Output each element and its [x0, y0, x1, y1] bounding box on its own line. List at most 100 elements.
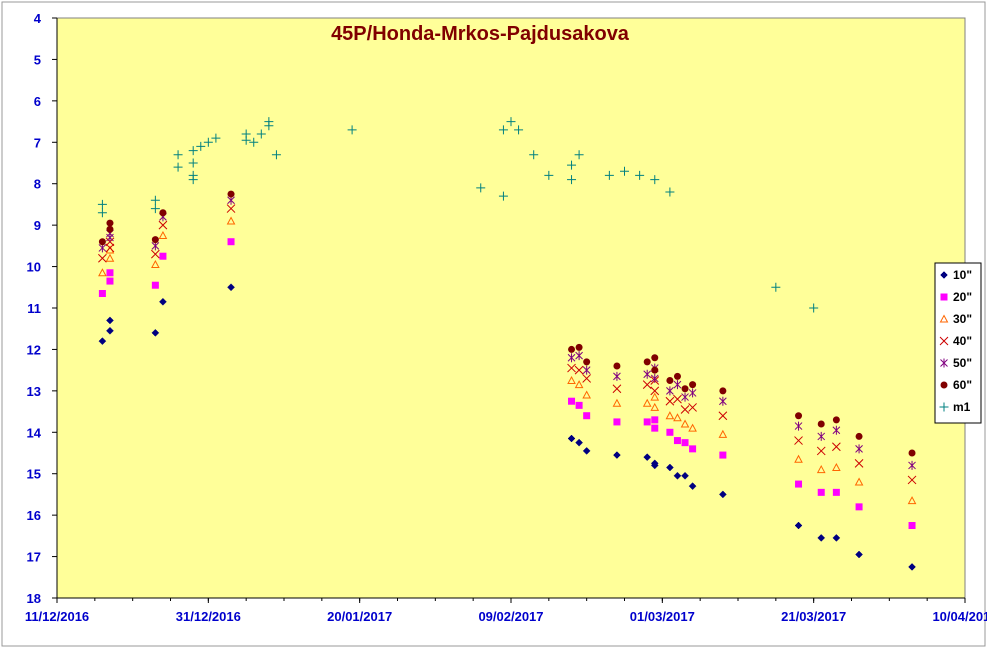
data-point	[832, 534, 841, 542]
data-point	[908, 460, 916, 470]
data-point	[151, 281, 159, 289]
x-axis: 11/12/2016 31/12/2016 20/01/2017 09/02/2017…	[25, 597, 987, 624]
y-tick-label: 9	[34, 218, 41, 233]
data-point	[907, 496, 917, 505]
legend-label: 20"	[953, 290, 972, 304]
data-point	[106, 219, 114, 227]
data-point	[642, 380, 652, 389]
data-point	[816, 446, 826, 456]
y-tick-label: 16	[27, 508, 41, 523]
data-point	[613, 418, 621, 426]
data-point	[227, 238, 235, 246]
data-point	[650, 402, 660, 411]
y-tick-label: 6	[34, 94, 41, 109]
data-point	[643, 358, 651, 366]
data-point	[196, 141, 206, 151]
data-point	[227, 283, 235, 292]
y-axis: 4 5 6 7 8 9 10 11 12 13 14 15 16 17 18	[27, 11, 58, 606]
y-tick-label: 12	[27, 342, 41, 357]
data-point	[151, 259, 160, 268]
data-point	[97, 199, 107, 209]
legend-marker	[940, 381, 948, 389]
data-point	[249, 137, 259, 147]
data-point	[673, 372, 681, 380]
y-tick-label: 4	[34, 11, 42, 26]
legend-label: 60"	[953, 378, 972, 392]
data-point	[681, 439, 689, 447]
data-point	[159, 252, 167, 260]
legend-label: 50"	[953, 356, 972, 370]
data-point	[227, 190, 235, 198]
data-point	[97, 208, 107, 218]
data-point	[719, 387, 727, 395]
data-point	[159, 209, 167, 217]
legend: 10" 20" 30" 40" 50" 60" m1	[934, 262, 982, 424]
data-point	[908, 522, 916, 529]
data-point	[651, 354, 659, 362]
x-tick-label: 01/03/2017	[630, 609, 695, 624]
data-point	[150, 195, 160, 205]
data-point	[673, 437, 681, 445]
data-point	[832, 462, 841, 471]
data-point	[681, 392, 689, 402]
x-tick-label: 11/12/2016	[25, 609, 89, 624]
data-point	[106, 225, 114, 233]
series-1	[98, 238, 916, 529]
chart-title: 45P/Honda-Mrkos-Pajdusakova	[331, 23, 630, 45]
data-point	[574, 380, 584, 389]
legend-item: 50"	[940, 356, 972, 370]
data-point	[809, 303, 819, 313]
data-point	[106, 277, 114, 285]
data-point	[506, 117, 516, 127]
data-marks	[97, 117, 917, 571]
legend-item: 30"	[939, 312, 972, 326]
data-point	[98, 238, 106, 246]
data-point	[613, 371, 621, 381]
data-point	[795, 412, 803, 420]
plot-area	[56, 17, 966, 599]
data-point	[151, 236, 159, 244]
data-point	[854, 459, 864, 468]
series-3	[98, 204, 917, 485]
data-point	[105, 243, 115, 253]
legend-item: 20"	[940, 290, 972, 304]
legend-label: 40"	[953, 334, 972, 348]
data-point	[643, 369, 652, 379]
data-point	[173, 150, 183, 160]
series-6	[97, 117, 819, 313]
data-point	[855, 444, 863, 454]
data-point	[832, 425, 841, 435]
data-point	[635, 170, 645, 180]
data-point	[98, 268, 107, 277]
y-tick-label: 17	[27, 550, 41, 565]
data-point	[544, 170, 554, 180]
data-point	[794, 454, 803, 463]
data-point	[817, 534, 826, 542]
data-point	[98, 253, 107, 263]
data-point	[771, 282, 781, 292]
data-point	[173, 162, 183, 172]
data-point	[795, 480, 803, 488]
y-tick-label: 7	[34, 135, 41, 150]
data-point	[817, 420, 825, 428]
data-point	[106, 326, 114, 335]
data-point	[908, 563, 916, 571]
data-point	[689, 445, 697, 453]
series-2	[98, 216, 917, 505]
data-point	[650, 175, 660, 185]
data-point	[574, 365, 584, 375]
data-point	[620, 166, 629, 176]
data-point	[719, 490, 727, 499]
data-point	[718, 429, 728, 438]
data-point	[650, 386, 660, 396]
legend-marker	[940, 358, 948, 368]
data-point	[817, 431, 826, 441]
data-point	[650, 373, 659, 383]
legend-marker	[940, 293, 948, 301]
data-point	[688, 403, 697, 412]
data-point	[211, 133, 221, 143]
data-point	[567, 434, 576, 443]
y-tick-label: 13	[27, 384, 41, 399]
legend-item: 60"	[940, 378, 972, 392]
legend-marker	[939, 336, 949, 346]
